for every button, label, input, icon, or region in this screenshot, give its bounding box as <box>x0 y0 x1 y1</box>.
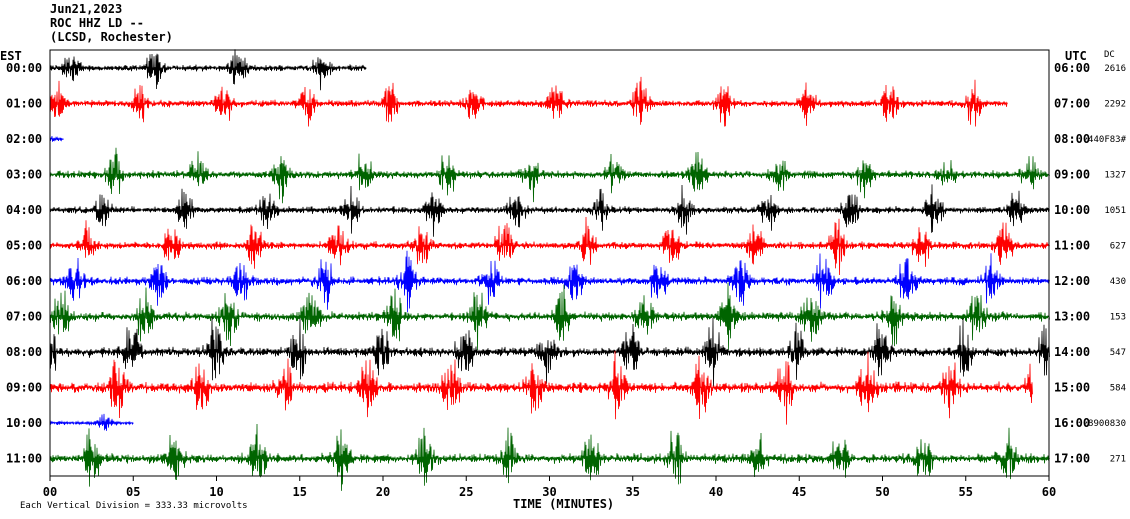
est-hour-label: 01:00 <box>6 97 42 111</box>
x-tick-label: 60 <box>1042 485 1056 499</box>
utc-hour-label: 17:00 <box>1054 452 1090 466</box>
x-tick-label: 50 <box>875 485 889 499</box>
x-tick-label: 40 <box>709 485 723 499</box>
dc-offset-label: 153 <box>1110 313 1126 323</box>
dc-offset-label: 430 <box>1110 277 1126 287</box>
dc-offset-label: 547 <box>1110 348 1126 358</box>
dc-offset-label: 1051 <box>1104 206 1126 216</box>
dc-offset-label: 2616 <box>1104 64 1126 74</box>
trace-row-0800 <box>49 316 1050 388</box>
est-hour-label: 08:00 <box>6 345 42 359</box>
est-hour-label: 06:00 <box>6 274 42 288</box>
utc-hour-label: 14:00 <box>1054 345 1090 359</box>
chart-header: Jun21,2023 ROC HHZ LD -- (LCSD, Rocheste… <box>50 2 173 44</box>
dc-offset-label: -8900830 <box>1083 419 1126 429</box>
trace-layer <box>49 49 1050 491</box>
trace-row-0200 <box>49 136 64 142</box>
x-tick-label: 10 <box>209 485 223 499</box>
x-tick-label: 35 <box>626 485 640 499</box>
trace-row-1000 <box>49 413 134 431</box>
dc-offset-label: 1327 <box>1104 171 1126 181</box>
dc-offset-label: 2292 <box>1104 100 1126 110</box>
header-date: Jun21,2023 <box>50 2 123 16</box>
est-hour-label: 09:00 <box>6 381 42 395</box>
utc-hour-label: 13:00 <box>1054 310 1090 324</box>
est-hour-label: 07:00 <box>6 310 42 324</box>
utc-hour-label: 12:00 <box>1054 274 1090 288</box>
utc-hour-label: 16:00 <box>1054 416 1090 430</box>
utc-hour-label: 06:00 <box>1054 61 1090 75</box>
footer-scale-note: Each Vertical Division = 333.33 microvol… <box>20 501 248 511</box>
trace-row-0700 <box>49 282 1050 351</box>
x-tick-label: 55 <box>959 485 973 499</box>
dc-offset-label: 584 <box>1110 384 1126 394</box>
est-hour-label: 05:00 <box>6 239 42 253</box>
trace-row-0100 <box>49 76 1008 127</box>
trace-row-0500 <box>49 216 1050 276</box>
est-hour-label: 03:00 <box>6 168 42 182</box>
trace-row-0400 <box>49 184 1050 237</box>
trace-row-0600 <box>49 250 1050 313</box>
utc-hour-label: 09:00 <box>1054 168 1090 182</box>
utc-hour-label: 08:00 <box>1054 132 1090 146</box>
dc-offset-label: -440F83# <box>1083 135 1127 145</box>
trace-row-0000 <box>49 49 367 91</box>
x-tick-label: 05 <box>126 485 140 499</box>
x-tick-label: 15 <box>293 485 307 499</box>
dc-offset-label: 627 <box>1110 242 1126 252</box>
right-axis-title: UTC <box>1065 49 1087 63</box>
x-tick-label: 45 <box>792 485 806 499</box>
est-hour-label: 02:00 <box>6 132 42 146</box>
header-station: ROC HHZ LD -- <box>50 16 144 30</box>
est-hour-label: 10:00 <box>6 416 42 430</box>
header-location: (LCSD, Rochester) <box>50 30 173 44</box>
utc-hour-label: 11:00 <box>1054 239 1090 253</box>
dc-title: DC <box>1104 50 1115 60</box>
utc-hour-label: 15:00 <box>1054 381 1090 395</box>
est-hour-label: 11:00 <box>6 452 42 466</box>
est-hour-label: 04:00 <box>6 203 42 217</box>
left-axis-title: EST <box>0 49 22 63</box>
trace-row-1100 <box>49 423 1050 491</box>
x-tick-label: 00 <box>43 485 57 499</box>
x-axis-title: TIME (MINUTES) <box>513 497 614 511</box>
utc-hour-label: 07:00 <box>1054 97 1090 111</box>
trace-row-0900 <box>49 350 1033 425</box>
x-tick-label: 25 <box>459 485 473 499</box>
x-tick-label: 30 <box>542 485 556 499</box>
dc-offset-label: 271 <box>1110 455 1126 465</box>
trace-row-0300 <box>49 147 1050 204</box>
est-hour-label: 00:00 <box>6 61 42 75</box>
utc-hour-label: 10:00 <box>1054 203 1090 217</box>
x-tick-label: 20 <box>376 485 390 499</box>
